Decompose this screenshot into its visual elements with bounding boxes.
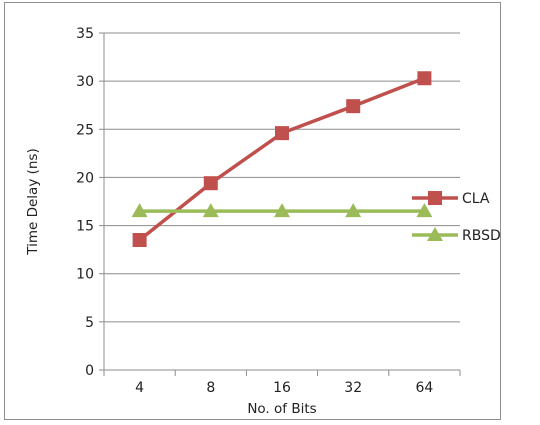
data-point-cla [132, 233, 147, 248]
legend-label-rbsd: RBSD [462, 228, 501, 244]
x-tick-label: 8 [206, 380, 215, 396]
data-point-rbsd [345, 203, 362, 218]
y-tick-label: 35 [76, 26, 94, 42]
y-tick-label: 25 [76, 122, 94, 138]
data-point-cla [346, 99, 361, 114]
x-axis-ticks: 4 8 16 32 64 [103, 370, 461, 396]
legend-marker-cla [428, 191, 442, 205]
y-tick-label: 30 [76, 74, 94, 90]
axes [103, 33, 460, 371]
data-point-rbsd [202, 203, 219, 218]
y-tick-label: 20 [76, 170, 94, 186]
y-tick-label: 0 [85, 363, 94, 379]
data-point-rbsd [274, 203, 290, 218]
y-tick-label: 5 [85, 315, 94, 331]
gridlines [104, 32, 460, 323]
x-tick-label: 64 [415, 380, 433, 396]
data-point-cla [203, 176, 218, 191]
x-tick-label: 16 [273, 380, 291, 396]
x-tick-label: 32 [344, 380, 362, 396]
x-tick-label: 4 [135, 380, 144, 396]
legend: CLA RBSD [412, 191, 501, 244]
data-point-cla [417, 71, 432, 86]
y-axis-title: Time Delay (ns) [25, 148, 41, 255]
legend-marker-rbsd [427, 227, 443, 241]
x-axis-title: No. of Bits [247, 401, 316, 417]
y-axis-ticks: 0 5 10 15 20 25 30 35 [76, 26, 104, 379]
series-layer [131, 71, 433, 248]
legend-label-cla: CLA [462, 191, 490, 207]
data-point-rbsd [416, 203, 433, 218]
y-tick-label: 10 [76, 267, 94, 283]
data-point-rbsd [131, 203, 148, 218]
y-tick-label: 15 [76, 219, 94, 235]
data-point-cla [275, 126, 289, 141]
